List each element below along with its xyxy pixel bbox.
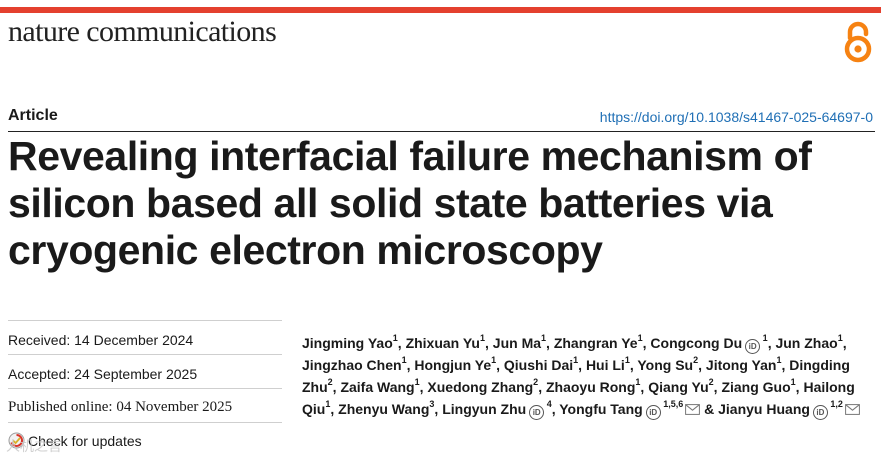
header-divider <box>8 131 875 132</box>
author-item[interactable]: Jingming Yao1 <box>302 333 398 351</box>
author-name: Zhenyu Wang <box>338 401 430 417</box>
author-item[interactable]: Zhangran Ye1 <box>553 333 643 351</box>
author-affiliation: 1 <box>760 333 768 344</box>
author-affiliation: 1 <box>624 355 630 366</box>
author-name: Ziang Guo <box>721 379 791 395</box>
title-line-2: silicon based all solid state batteries … <box>8 180 773 226</box>
author-name: Jingzhao Chen <box>302 357 402 373</box>
author-name: Zhaoyu Rong <box>545 379 636 395</box>
author-item[interactable]: Jingzhao Chen1 <box>302 355 407 373</box>
author-affiliation: 2 <box>327 377 333 388</box>
author-affiliation: 2 <box>708 377 714 388</box>
author-affiliation: 1 <box>541 333 547 344</box>
author-affiliation: 1 <box>837 333 843 344</box>
author-name: Jitong Yan <box>705 357 777 373</box>
orcid-icon[interactable]: iD <box>645 405 661 420</box>
author-item[interactable]: Hailong Qiu1 <box>302 379 855 417</box>
author-item[interactable]: Zhenyu Wang3 <box>338 399 435 417</box>
author-item[interactable]: Hongjun Ye1 <box>414 355 497 373</box>
title-line-3: cryogenic electron microscopy <box>8 227 603 273</box>
author-affiliation: 2 <box>533 377 539 388</box>
article-type-label: Article <box>8 107 58 124</box>
author-item[interactable]: Yongfu Tang iD 1,5,6 <box>559 399 701 420</box>
author-item[interactable]: Qiang Yu2 <box>648 377 714 395</box>
author-name: Yongfu Tang <box>559 401 643 417</box>
watermark: 人机之言 <box>6 438 62 454</box>
doi-link[interactable]: https://doi.org/10.1038/s41467-025-64697… <box>599 109 873 125</box>
orcid-icon[interactable]: iD <box>745 339 761 354</box>
author-affiliation: 1 <box>790 377 796 388</box>
author-affiliation: 2 <box>693 355 699 366</box>
accepted-row: Accepted: 24 September 2025 <box>8 354 282 388</box>
author-affiliation: 1 <box>635 377 641 388</box>
author-item[interactable]: Jianyu Huang iD 1,2 <box>718 399 860 420</box>
author-item[interactable]: Qiushi Dai1 <box>503 355 579 373</box>
author-item[interactable]: Hui Li1 <box>585 355 630 373</box>
author-affiliation: 1 <box>414 377 420 388</box>
author-affiliation: 1 <box>480 333 486 344</box>
published-row: Published online: 04 November 2025 <box>8 388 282 422</box>
email-icon[interactable] <box>685 404 701 415</box>
open-access-icon <box>844 21 872 63</box>
author-affiliation: 3 <box>429 399 435 410</box>
author-affiliation: 1 <box>325 399 331 410</box>
author-item[interactable]: Yong Su2 <box>637 355 699 373</box>
author-name: Lingyun Zhu <box>442 401 527 417</box>
author-affiliation: 1 <box>392 333 398 344</box>
author-name: Dingding Zhu <box>302 357 850 395</box>
author-item[interactable]: Xuedong Zhang2 <box>427 377 539 395</box>
orcid-icon[interactable]: iD <box>812 405 828 420</box>
author-affiliation: 4 <box>544 399 552 410</box>
article-dates: Received: 14 December 2024 Accepted: 24 … <box>8 320 282 453</box>
author-item[interactable]: Congcong Du iD 1 <box>650 333 768 354</box>
author-name: Hongjun Ye <box>414 357 492 373</box>
author-item[interactable]: Ziang Guo1 <box>721 377 796 395</box>
author-name: Hui Li <box>585 357 625 373</box>
author-affiliation: 1 <box>776 355 782 366</box>
author-item[interactable]: Jitong Yan1 <box>705 355 782 373</box>
email-icon[interactable] <box>845 404 860 415</box>
check-updates-icon <box>8 432 25 449</box>
author-name: Qiang Yu <box>648 379 709 395</box>
author-affiliation: 1,5,6 <box>660 399 684 410</box>
author-name: Jun Zhao <box>775 335 838 351</box>
author-affiliation: 1 <box>637 333 643 344</box>
author-affiliation: 1 <box>401 355 407 366</box>
check-for-updates-label: Check for updates <box>28 432 142 449</box>
author-item[interactable]: Zhaoyu Rong1 <box>545 377 641 395</box>
published-date: Published online: 04 November 2025 <box>8 399 233 415</box>
author-item[interactable]: Zhixuan Yu1 <box>405 333 486 351</box>
author-name: Xuedong Zhang <box>427 379 534 395</box>
accepted-date: Accepted: 24 September 2025 <box>8 366 198 382</box>
author-affiliation: 1 <box>573 355 579 366</box>
author-item[interactable]: Jun Zhao1 <box>775 333 843 351</box>
received-row: Received: 14 December 2024 <box>8 320 282 354</box>
author-name: Yong Su <box>637 357 694 373</box>
author-name: Jianyu Huang <box>718 401 810 417</box>
author-item[interactable]: Lingyun Zhu iD 4 <box>442 399 552 420</box>
received-date: Received: 14 December 2024 <box>8 332 194 348</box>
author-affiliation: 1 <box>491 355 497 366</box>
author-affiliation: 1,2 <box>827 399 843 410</box>
journal-name: nature communications <box>8 15 277 48</box>
updates-row: Check for updates <box>8 422 282 453</box>
title-line-1: Revealing interfacial failure mechanism … <box>8 133 812 179</box>
author-name: Zhixuan Yu <box>405 335 480 351</box>
author-name: Hailong Qiu <box>302 379 855 417</box>
author-name: Congcong Du <box>650 335 743 351</box>
author-item[interactable]: Dingding Zhu2 <box>302 357 850 395</box>
check-for-updates-button[interactable]: Check for updates <box>8 432 142 449</box>
author-name: Zaifa Wang <box>340 379 415 395</box>
author-name: Jun Ma <box>492 335 542 351</box>
author-list: Jingming Yao1, Zhixuan Yu1, Jun Ma1, Zha… <box>302 332 878 420</box>
orcid-icon[interactable]: iD <box>529 405 545 420</box>
author-name: Zhangran Ye <box>553 335 638 351</box>
article-title: Revealing interfacial failure mechanism … <box>8 133 878 274</box>
journal-color-bar <box>0 7 881 13</box>
author-name: Jingming Yao <box>302 335 393 351</box>
author-item[interactable]: Zaifa Wang1 <box>340 377 420 395</box>
author-item[interactable]: Jun Ma1 <box>492 333 547 351</box>
author-name: Qiushi Dai <box>503 357 574 373</box>
